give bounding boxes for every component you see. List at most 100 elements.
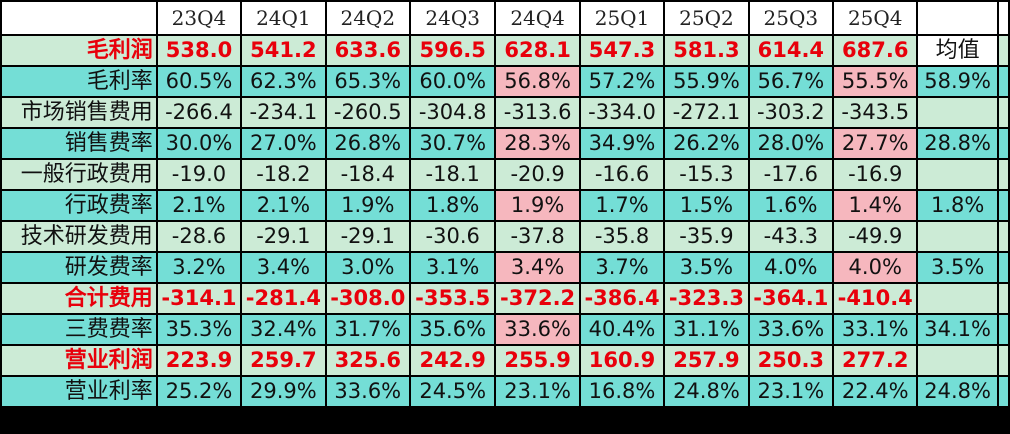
value-cell[interactable]: -266.4: [155, 96, 243, 129]
edge-cell[interactable]: [996, 344, 1010, 377]
avg-cell[interactable]: 24.8%: [916, 375, 999, 408]
row-label[interactable]: 毛利率: [0, 65, 158, 98]
edge-cell[interactable]: [996, 34, 1010, 67]
value-cell[interactable]: -260.5: [324, 96, 411, 129]
row-label[interactable]: 技术研发费用: [0, 220, 158, 253]
value-cell[interactable]: 1.5%: [663, 189, 750, 222]
value-cell[interactable]: 1.4%: [832, 189, 919, 222]
value-cell[interactable]: 223.9: [155, 344, 243, 377]
edge-cell[interactable]: [996, 220, 1010, 253]
value-cell[interactable]: 33.6%: [494, 313, 581, 346]
row-label[interactable]: 研发费率: [0, 251, 158, 284]
value-cell[interactable]: -303.2: [747, 96, 835, 129]
value-cell[interactable]: -49.9: [832, 220, 919, 253]
row-label[interactable]: 市场销售费用: [0, 96, 158, 129]
avg-column-header[interactable]: 均值: [916, 34, 999, 67]
column-header[interactable]: 24Q2: [324, 0, 411, 36]
avg-cell[interactable]: 58.9%: [916, 65, 999, 98]
edge-cell[interactable]: [996, 65, 1010, 98]
value-cell[interactable]: 33.6%: [747, 313, 835, 346]
column-header[interactable]: 23Q4: [155, 0, 243, 36]
value-cell[interactable]: 62.3%: [240, 65, 327, 98]
value-cell[interactable]: 60.5%: [155, 65, 243, 98]
value-cell[interactable]: 3.0%: [324, 251, 411, 284]
value-cell[interactable]: -28.6: [155, 220, 243, 253]
value-cell[interactable]: 35.3%: [155, 313, 243, 346]
value-cell[interactable]: 31.7%: [324, 313, 411, 346]
row-label[interactable]: 三费费率: [0, 313, 158, 346]
value-cell[interactable]: 1.9%: [494, 189, 581, 222]
row-label[interactable]: 合计费用: [0, 282, 158, 315]
value-cell[interactable]: -281.4: [240, 282, 327, 315]
value-cell[interactable]: 257.9: [663, 344, 750, 377]
value-cell[interactable]: 160.9: [578, 344, 666, 377]
value-cell[interactable]: 4.0%: [832, 251, 919, 284]
value-cell[interactable]: -313.6: [494, 96, 581, 129]
edge-cell[interactable]: [996, 189, 1010, 222]
avg-cell[interactable]: 28.8%: [916, 127, 999, 160]
row-label[interactable]: 一般行政费用: [0, 158, 158, 191]
value-cell[interactable]: 541.2: [240, 34, 327, 67]
row-label[interactable]: 行政费率: [0, 189, 158, 222]
value-cell[interactable]: 538.0: [155, 34, 243, 67]
value-cell[interactable]: -304.8: [408, 96, 497, 129]
column-header[interactable]: 24Q1: [240, 0, 327, 36]
row-label[interactable]: 销售费率: [0, 127, 158, 160]
value-cell[interactable]: 29.9%: [240, 375, 327, 408]
value-cell[interactable]: 30.7%: [408, 127, 497, 160]
value-cell[interactable]: 55.9%: [663, 65, 750, 98]
value-cell[interactable]: 1.6%: [747, 189, 835, 222]
value-cell[interactable]: 40.4%: [578, 313, 666, 346]
value-cell[interactable]: 24.8%: [663, 375, 750, 408]
value-cell[interactable]: -29.1: [324, 220, 411, 253]
value-cell[interactable]: -17.6: [747, 158, 835, 191]
value-cell[interactable]: -18.2: [240, 158, 327, 191]
avg-cell[interactable]: [916, 282, 999, 315]
edge-cell[interactable]: [996, 0, 1010, 36]
value-cell[interactable]: 1.7%: [578, 189, 666, 222]
value-cell[interactable]: 56.7%: [747, 65, 835, 98]
row-label[interactable]: 营业利率: [0, 375, 158, 408]
edge-cell[interactable]: [996, 375, 1010, 408]
value-cell[interactable]: 27.7%: [832, 127, 919, 160]
value-cell[interactable]: 27.0%: [240, 127, 327, 160]
avg-cell[interactable]: [916, 96, 999, 129]
value-cell[interactable]: 65.3%: [324, 65, 411, 98]
value-cell[interactable]: -19.0: [155, 158, 243, 191]
column-header[interactable]: 25Q1: [578, 0, 666, 36]
value-cell[interactable]: 614.4: [747, 34, 835, 67]
value-cell[interactable]: 26.8%: [324, 127, 411, 160]
value-cell[interactable]: -30.6: [408, 220, 497, 253]
value-cell[interactable]: 3.2%: [155, 251, 243, 284]
value-cell[interactable]: 325.6: [324, 344, 411, 377]
value-cell[interactable]: -43.3: [747, 220, 835, 253]
edge-cell[interactable]: [996, 127, 1010, 160]
value-cell[interactable]: 33.6%: [324, 375, 411, 408]
value-cell[interactable]: 2.1%: [240, 189, 327, 222]
value-cell[interactable]: -37.8: [494, 220, 581, 253]
value-cell[interactable]: 32.4%: [240, 313, 327, 346]
value-cell[interactable]: -18.1: [408, 158, 497, 191]
value-cell[interactable]: -334.0: [578, 96, 666, 129]
value-cell[interactable]: 16.8%: [578, 375, 666, 408]
edge-cell[interactable]: [996, 313, 1010, 346]
edge-cell[interactable]: [996, 282, 1010, 315]
value-cell[interactable]: 31.1%: [663, 313, 750, 346]
value-cell[interactable]: 34.9%: [578, 127, 666, 160]
avg-header-blank[interactable]: [916, 0, 999, 36]
value-cell[interactable]: 57.2%: [578, 65, 666, 98]
value-cell[interactable]: -234.1: [240, 96, 327, 129]
value-cell[interactable]: 628.1: [494, 34, 581, 67]
value-cell[interactable]: 633.6: [324, 34, 411, 67]
value-cell[interactable]: -308.0: [324, 282, 411, 315]
value-cell[interactable]: 547.3: [578, 34, 666, 67]
value-cell[interactable]: 1.9%: [324, 189, 411, 222]
value-cell[interactable]: 2.1%: [155, 189, 243, 222]
value-cell[interactable]: -314.1: [155, 282, 243, 315]
value-cell[interactable]: 35.6%: [408, 313, 497, 346]
value-cell[interactable]: 25.2%: [155, 375, 243, 408]
value-cell[interactable]: 22.4%: [832, 375, 919, 408]
avg-cell[interactable]: 34.1%: [916, 313, 999, 346]
value-cell[interactable]: -410.4: [832, 282, 919, 315]
avg-cell[interactable]: 3.5%: [916, 251, 999, 284]
